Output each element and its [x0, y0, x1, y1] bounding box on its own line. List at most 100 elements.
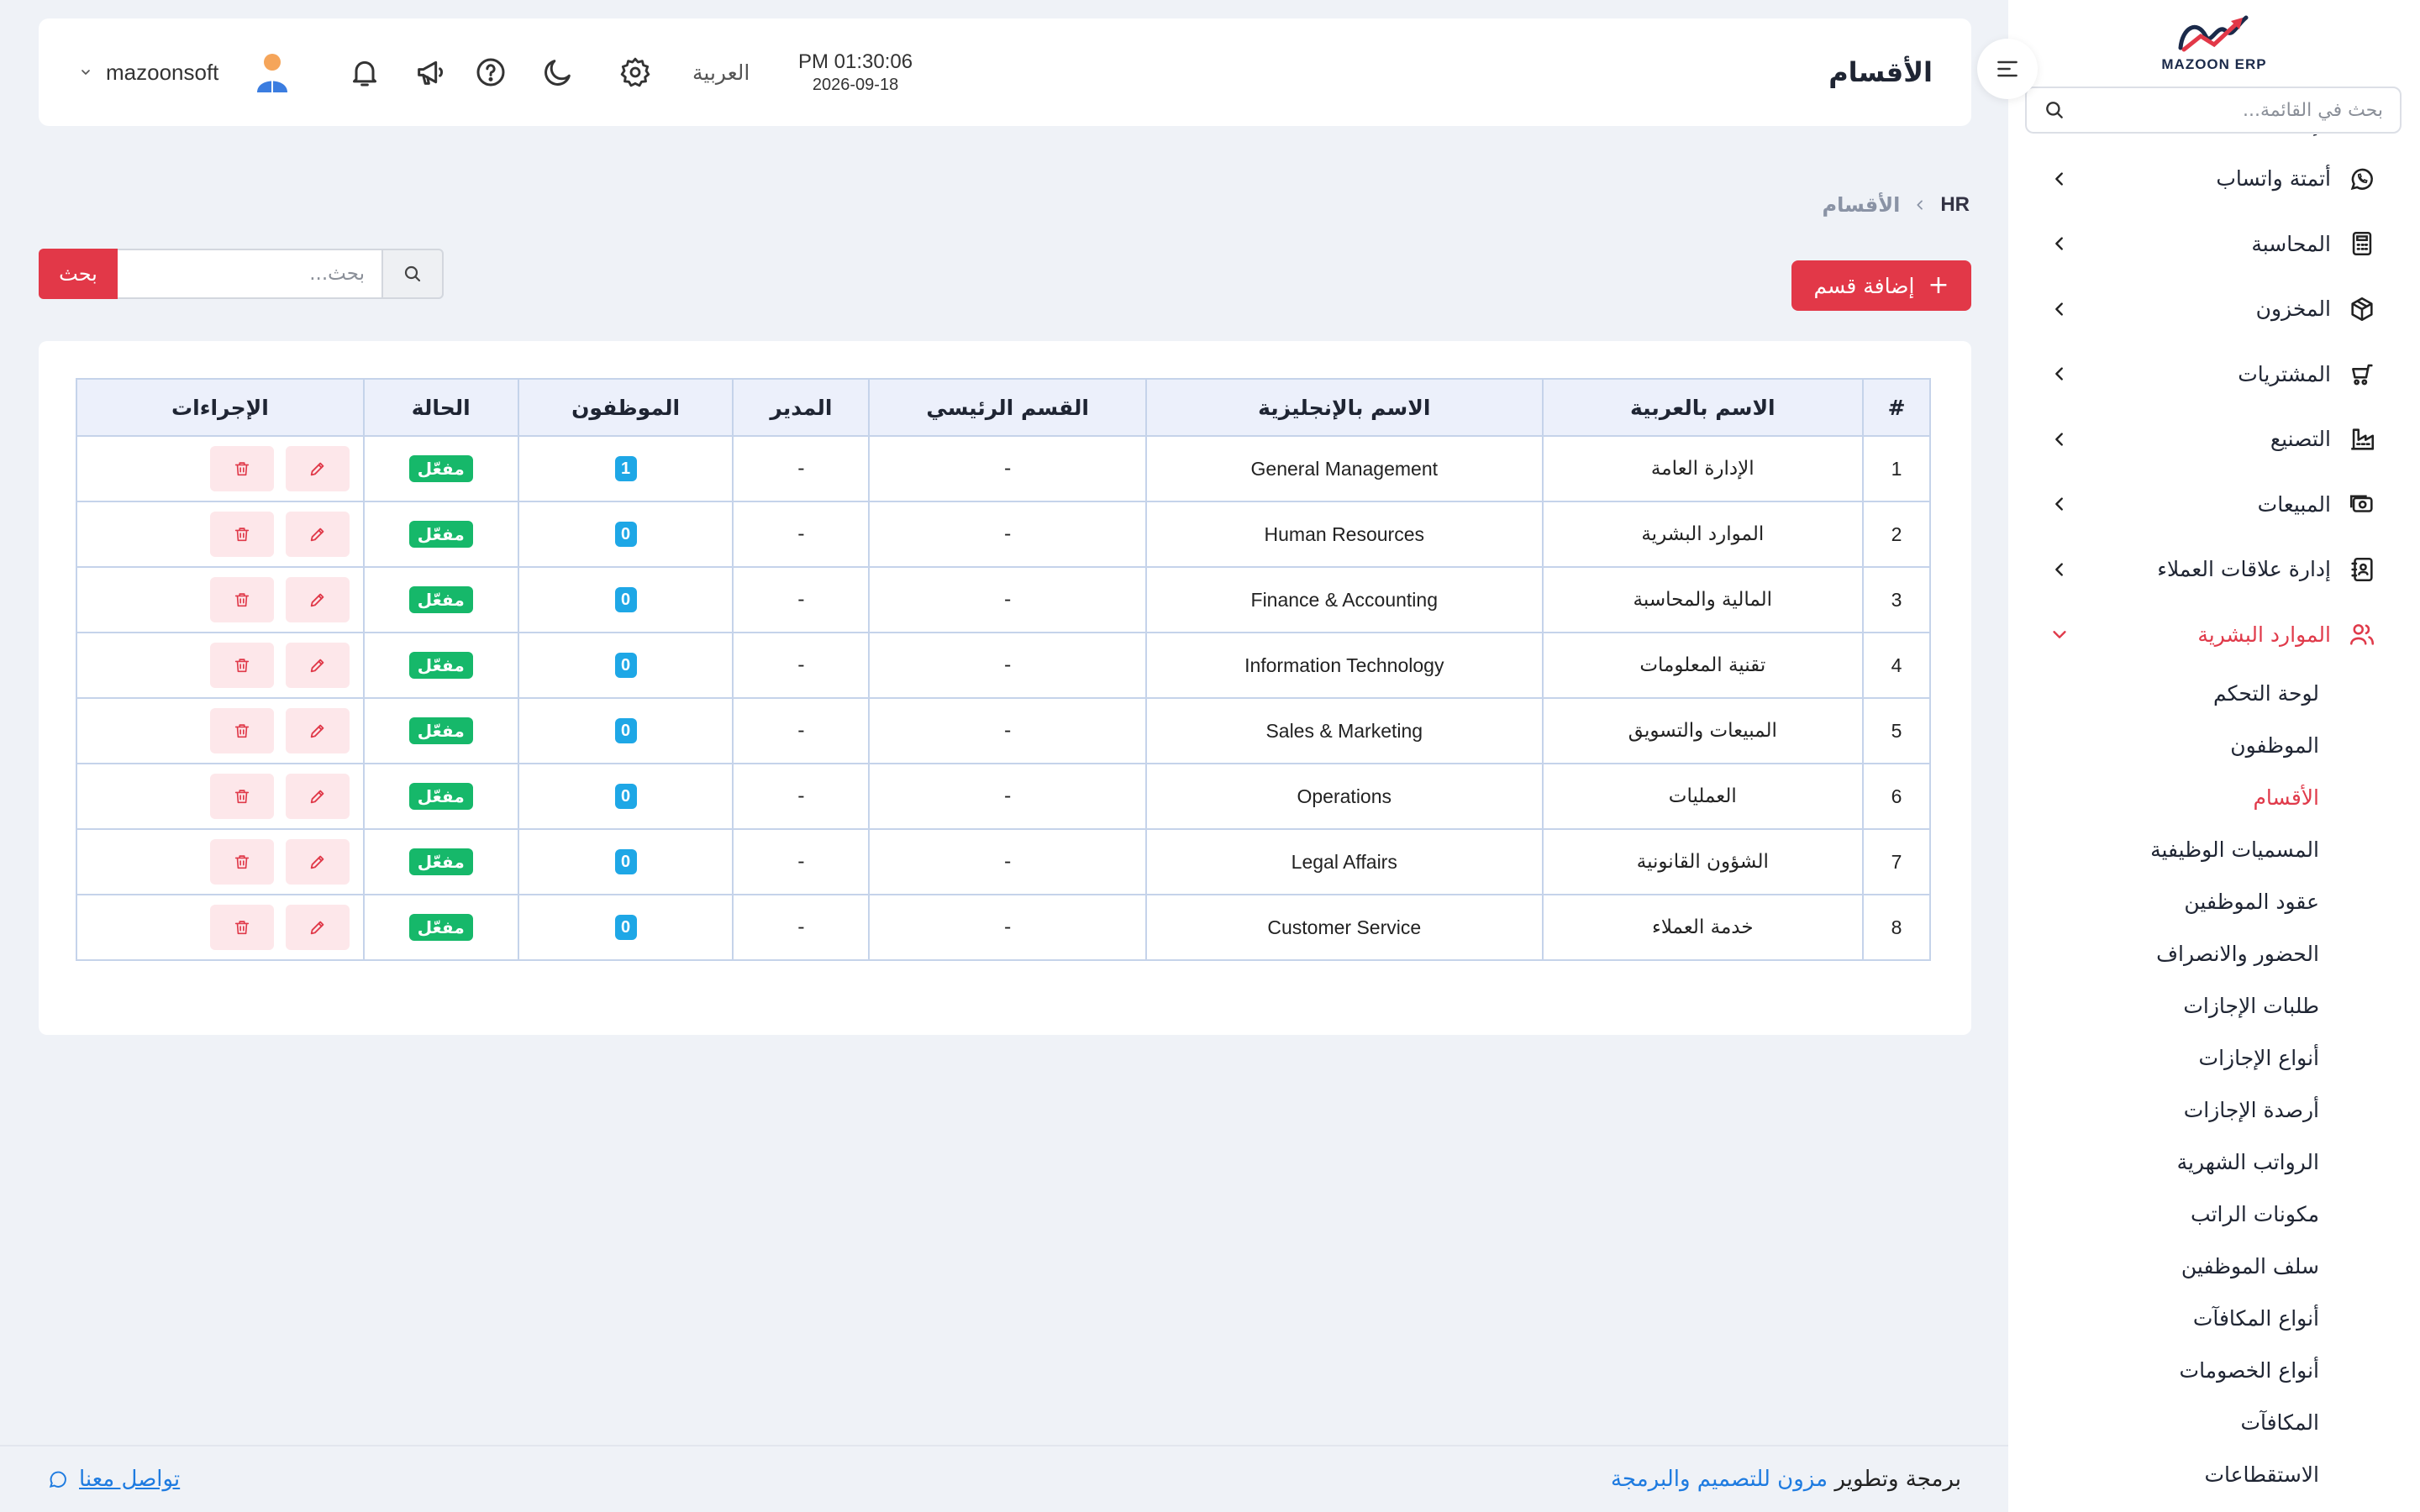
hr-sub-attendance[interactable]: الحضور والانصراف [2156, 941, 2319, 966]
sidebar-item-hr[interactable]: الموارد البشرية [2008, 602, 2420, 668]
cell-employees: 0 [517, 828, 734, 895]
pencil-icon [310, 855, 324, 869]
cell-name-en: Legal Affairs [1145, 828, 1544, 895]
hr-sub-advances[interactable]: سلف الموظفين [2181, 1253, 2319, 1278]
search-input[interactable] [118, 249, 381, 299]
cell-number: 5 [1862, 697, 1931, 764]
footer-credit-link[interactable]: مزون للتصميم والبرمجة [1610, 1467, 1828, 1492]
sidebar-item-sales[interactable]: المبيعات [2008, 472, 2420, 538]
brand-logo[interactable]: MAZOON ERP [2008, 0, 2420, 84]
hr-sub-employees[interactable]: الموظفون [2230, 732, 2319, 758]
user-menu[interactable]: mazoonsoft [79, 50, 292, 94]
cell-number: 7 [1862, 828, 1931, 895]
hr-sub-deduction-types[interactable]: أنواع الخصومات [2179, 1357, 2319, 1383]
hr-sub-bonus-types[interactable]: أنواع المكافآت [2192, 1305, 2319, 1331]
edit-button[interactable] [285, 839, 350, 885]
sidebar-item-label: المشتريات [2238, 361, 2331, 386]
hr-sub-contracts[interactable]: عقود الموظفين [2184, 889, 2319, 914]
cell-manager: - [732, 763, 871, 830]
hr-sub-leave-types[interactable]: أنواع الإجازات [2198, 1045, 2319, 1070]
add-department-button[interactable]: + إضافة قسم [1791, 260, 1971, 311]
bell-icon[interactable] [348, 55, 381, 89]
row-actions [77, 512, 363, 557]
hr-sub-deductions[interactable]: الاستقطاعات [2204, 1462, 2319, 1487]
hr-sub-salary-components[interactable]: مكونات الراتب [2191, 1201, 2319, 1226]
delete-button[interactable] [209, 643, 274, 688]
cell-status: مفعّل [362, 697, 519, 764]
cell-number: 1 [1862, 435, 1931, 502]
sidebar-item-manufacturing[interactable]: التصنيع [2008, 407, 2420, 472]
sidebar-item-crm[interactable]: إدارة علاقات العملاء [2008, 537, 2420, 602]
delete-button[interactable] [209, 774, 274, 819]
box-icon [2351, 297, 2373, 321]
table-row: 8 خدمة العملاء Customer Service - - 0 مف… [76, 894, 1931, 961]
sidebar-item-purchases[interactable]: المشتريات [2008, 342, 2420, 407]
delete-button[interactable] [209, 905, 274, 950]
help-icon[interactable] [474, 55, 508, 89]
delete-button[interactable] [209, 446, 274, 491]
table-row: 4 تقنية المعلومات Information Technology… [76, 632, 1931, 699]
cell-name-en: Human Resources [1145, 501, 1544, 568]
contact-us-link[interactable]: تواصل معنا [47, 1467, 180, 1492]
delete-button[interactable] [209, 512, 274, 557]
search-addon [381, 249, 444, 299]
gear-icon[interactable] [618, 55, 652, 89]
moon-icon[interactable] [541, 55, 575, 89]
row-actions [77, 774, 363, 819]
sidebar-item-accounting[interactable]: المحاسبة [2008, 212, 2420, 277]
sidebar-toggle-button[interactable] [1977, 39, 2038, 99]
search-icon [404, 265, 421, 282]
cell-status: مفعّل [362, 763, 519, 830]
hr-sub-dashboard[interactable]: لوحة التحكم [2212, 680, 2319, 706]
delete-button[interactable] [209, 839, 274, 885]
sidebar-item-label: الإعدادات العامة [2191, 134, 2331, 136]
hr-sub-job-titles[interactable]: المسميات الوظيفية [2150, 837, 2319, 862]
edit-button[interactable] [285, 512, 350, 557]
cell-employees: 0 [517, 697, 734, 764]
cell-actions [76, 697, 365, 764]
breadcrumb-root[interactable]: HR [1940, 193, 1970, 216]
trash-icon [234, 921, 249, 935]
delete-button[interactable] [209, 577, 274, 622]
sidebar-search-input[interactable] [2065, 88, 2383, 132]
employee-count-badge: 0 [614, 587, 637, 612]
hr-sub-bonuses[interactable]: المكافآت [2240, 1410, 2319, 1435]
edit-button[interactable] [285, 446, 350, 491]
status-badge: مفعّل [408, 783, 473, 810]
edit-button[interactable] [285, 905, 350, 950]
hr-sub-leave-balances[interactable]: أرصدة الإجازات [2183, 1097, 2319, 1122]
delete-button[interactable] [209, 708, 274, 753]
table-row: 6 العمليات Operations - - 0 مفعّل [76, 763, 1931, 830]
plus-icon: + [1928, 270, 1949, 300]
edit-button[interactable] [285, 643, 350, 688]
chevron-down-icon [82, 70, 90, 75]
whatsapp-icon [2350, 168, 2373, 190]
calculator-icon [2352, 232, 2372, 256]
hr-sub-payroll[interactable]: الرواتب الشهرية [2176, 1149, 2319, 1174]
users-icon [2349, 624, 2375, 645]
megaphone-icon[interactable] [413, 55, 447, 89]
sidebar-item-label: المخزون [2255, 297, 2331, 322]
col-name-en: الاسم بالإنجليزية [1145, 378, 1544, 437]
cell-actions [76, 566, 365, 633]
edit-button[interactable] [285, 774, 350, 819]
sidebar-item-general-settings[interactable]: الإعدادات العامة [2008, 134, 2420, 146]
trash-icon [234, 528, 249, 542]
language-switcher[interactable]: العربية [692, 60, 750, 85]
cell-number: 8 [1862, 894, 1931, 961]
hr-sub-departments[interactable]: الأقسام [2253, 785, 2319, 810]
search-button[interactable]: بحث [39, 249, 118, 299]
edit-button[interactable] [285, 577, 350, 622]
sidebar-item-whatsapp[interactable]: أتمتة واتساب [2008, 146, 2420, 212]
col-employees: الموظفون [517, 378, 734, 437]
trash-icon [234, 659, 249, 673]
sidebar-item-inventory[interactable]: المخزون [2008, 276, 2420, 342]
status-badge: مفعّل [408, 914, 473, 941]
cell-actions [76, 828, 365, 895]
clock-time: PM 01:30:06 [798, 50, 913, 73]
hr-submenu: لوحة التحكم الموظفون الأقسام المسميات ال… [2008, 667, 2420, 1500]
edit-button[interactable] [285, 708, 350, 753]
sidebar-item-label: الموارد البشرية [2197, 622, 2331, 647]
hr-sub-leave-requests[interactable]: طلبات الإجازات [2183, 993, 2319, 1018]
col-parent: القسم الرئيسي [868, 378, 1148, 437]
